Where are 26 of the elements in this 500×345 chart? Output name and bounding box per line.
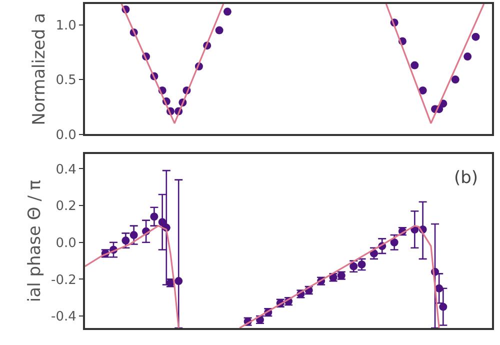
- point: [122, 236, 130, 245]
- point: [150, 212, 158, 221]
- point: [435, 284, 444, 292]
- point: [410, 61, 419, 70]
- y-axis-title: Normalized a: [30, 13, 50, 126]
- point: [418, 86, 427, 94]
- y-tick-label: 0.0: [56, 236, 76, 251]
- point: [390, 238, 398, 246]
- y-tick-label: 0.5: [56, 73, 76, 88]
- point: [158, 218, 166, 226]
- y-tick-label: -0.2: [51, 272, 76, 288]
- y-tick-label: 0.0: [56, 128, 76, 143]
- y-tick-label: 1.0: [56, 18, 76, 34]
- annotation: (b): [454, 168, 478, 188]
- point: [174, 277, 183, 286]
- point: [464, 52, 472, 61]
- point: [223, 8, 232, 16]
- y-axis-title: ial phase Θ / π: [25, 180, 46, 302]
- point: [130, 231, 138, 240]
- point: [451, 76, 460, 84]
- point: [215, 26, 224, 34]
- y-tick-label: 0.4: [56, 162, 76, 178]
- point: [439, 302, 448, 311]
- y-tick-label: 0.2: [56, 199, 76, 214]
- y-tick-label: -0.4: [51, 310, 76, 325]
- point: [472, 32, 480, 41]
